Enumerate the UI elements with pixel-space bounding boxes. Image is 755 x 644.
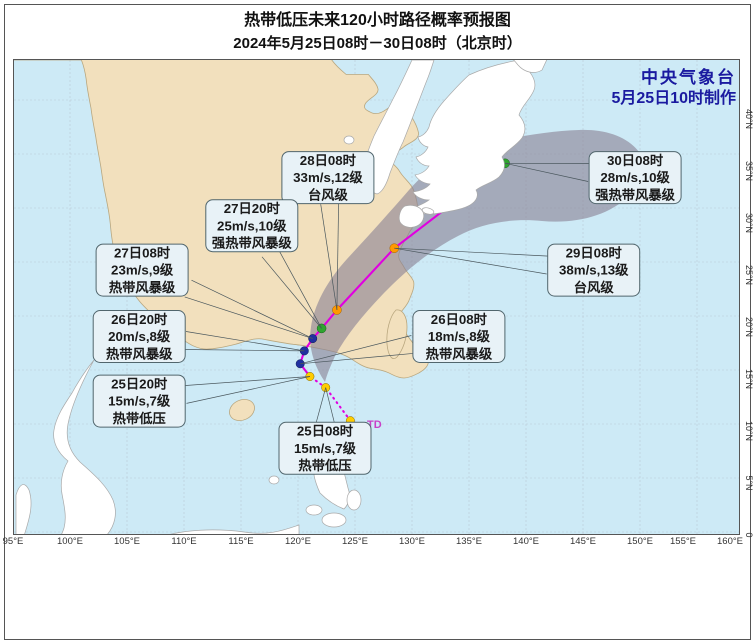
svg-text:5月25日10时制作: 5月25日10时制作	[612, 88, 737, 107]
svg-text:热带风暴级: 热带风暴级	[109, 279, 176, 295]
svg-text:20m/s,8级: 20m/s,8级	[108, 328, 171, 344]
svg-text:25日20时: 25日20时	[111, 375, 168, 391]
svg-text:27日20时: 27日20时	[224, 200, 281, 216]
svg-text:强热带风暴级: 强热带风暴级	[212, 235, 292, 251]
svg-text:25日08时: 25日08时	[297, 423, 354, 439]
svg-text:26日08时: 26日08时	[431, 311, 488, 327]
svg-text:热带风暴级: 热带风暴级	[426, 345, 493, 361]
svg-text:26日20时: 26日20时	[111, 311, 168, 327]
svg-text:25m/s,10级: 25m/s,10级	[217, 217, 287, 233]
svg-text:15m/s,7级: 15m/s,7级	[294, 440, 357, 456]
svg-text:33m/s,12级: 33m/s,12级	[293, 169, 363, 185]
svg-text:热带风暴级: 热带风暴级	[106, 345, 173, 361]
svg-text:热带低压: 热带低压	[113, 410, 166, 426]
svg-text:强热带风暴级: 强热带风暴级	[595, 187, 675, 203]
svg-text:台风级: 台风级	[308, 187, 349, 203]
svg-text:台风级: 台风级	[574, 279, 615, 295]
svg-text:28日08时: 28日08时	[300, 152, 357, 168]
svg-text:18m/s,8级: 18m/s,8级	[428, 328, 491, 344]
svg-text:38m/s,13级: 38m/s,13级	[559, 262, 629, 278]
svg-text:27日08时: 27日08时	[114, 244, 171, 260]
svg-text:30日08时: 30日08时	[607, 152, 664, 168]
svg-text:28m/s,10级: 28m/s,10级	[600, 169, 670, 185]
svg-text:23m/s,9级: 23m/s,9级	[111, 262, 174, 278]
svg-text:热带低压: 热带低压	[298, 457, 351, 473]
svg-text:29日08时: 29日08时	[566, 244, 623, 260]
svg-text:15m/s,7级: 15m/s,7级	[108, 393, 171, 409]
svg-text:中央气象台: 中央气象台	[641, 67, 736, 87]
